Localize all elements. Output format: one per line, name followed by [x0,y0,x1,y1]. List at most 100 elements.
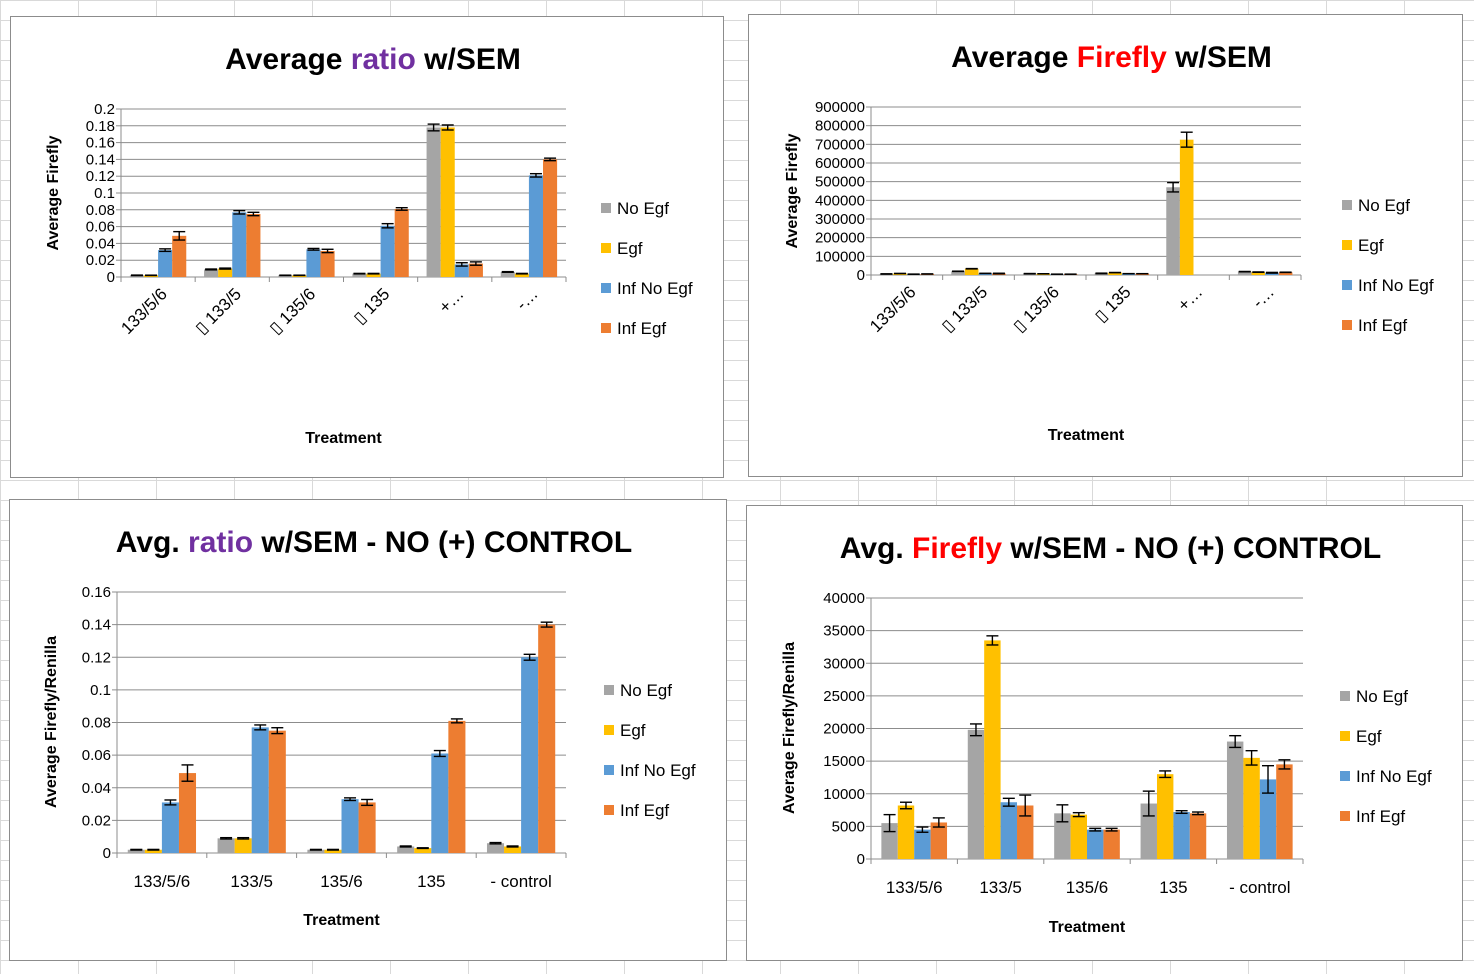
y-tick-label: 0 [107,269,115,286]
y-axis-title: Average Firefly/Renilla [43,636,60,808]
x-category-label: 133/5 [979,878,1022,897]
legend-swatch [601,243,611,253]
bar [468,263,483,277]
bar [268,730,286,853]
bar [1276,764,1293,859]
bar [306,249,321,277]
bar [394,208,409,277]
x-category-label: 135 [417,872,445,891]
chart-panel-firefly-no-control[interactable]: Avg. Firefly w/SEM - NO (+) CONTROL 0 5000… [746,505,1463,961]
bar [1179,139,1194,275]
y-tick-label: 0.1 [90,682,111,699]
legend-label: Inf Egf [1358,316,1407,335]
x-category-label: - control [490,872,551,891]
chart-title-part: w/SEM - NO (+) CONTROL [1002,532,1381,565]
y-tick-label: 600000 [815,155,865,172]
bar [1054,813,1071,859]
y-tick-label: 500000 [815,174,865,191]
bar [426,127,441,277]
chart-title: Average Firefly w/SEM [951,41,1272,74]
bar [1017,805,1034,859]
chart-svg-ratio: Average ratio w/SEM00.020.040.060.080.10… [45,43,693,447]
bar [1103,829,1120,859]
x-category-label: 133/5/6 [866,282,920,336]
bar [454,264,469,277]
bar [144,849,162,853]
y-tick-label: 15000 [823,753,865,770]
legend-label: Inf Egf [620,801,669,820]
bar [1251,272,1266,275]
bar [431,753,449,853]
legend-label: No Egf [620,681,672,700]
bar [178,773,197,853]
bar [514,273,529,277]
y-tick-label: 0.04 [82,780,111,797]
bar [1265,272,1279,275]
legend-label: No Egf [617,199,669,218]
chart-title-part: w/SEM [1167,41,1272,74]
y-tick-label: 0 [103,845,111,862]
chart-title-part: Avg. [840,532,912,565]
chart-title-part: Firefly [912,532,1002,565]
chart-title-part: ratio [188,526,253,559]
y-tick-label: 0.02 [82,812,111,829]
y-tick-label: 300000 [815,211,865,228]
bar [380,225,395,277]
y-tick-label: 0.14 [82,617,111,634]
chart-panel-ratio[interactable]: Average ratio w/SEM 0 0.02 0.04 0.06 0.08 0.1 0… [10,16,724,478]
bar [1226,741,1244,859]
y-tick-label: 0 [857,851,865,868]
x-category-label: 133/5 [230,872,273,891]
y-tick-label: 5000 [832,818,865,835]
bar [448,720,466,853]
y-tick-label: 0.1 [94,185,115,202]
bar [366,273,381,277]
legend-label: Inf No Egf [1358,276,1434,295]
y-axis-title: Average Firefly/Renilla [781,642,798,814]
x-axis-title: Treatment [303,912,380,929]
x-category-label: -… [512,284,541,313]
y-tick-label: 200000 [815,230,865,247]
legend-swatch [604,765,614,775]
y-tick-label: 35000 [823,623,865,640]
bar [127,849,145,853]
bar [234,838,252,853]
y-tick-label: 0 [857,267,865,284]
legend-label: No Egf [1358,196,1410,215]
bar [984,640,1001,859]
bar [1000,802,1018,859]
x-axis-title: Treatment [305,430,382,447]
y-tick-label: 0.08 [82,715,111,732]
y-tick-label: 0.2 [94,101,115,118]
legend-label: Inf No Egf [1356,767,1432,786]
bar [978,273,993,275]
y-tick-label: 0.14 [86,151,115,168]
bar [320,250,335,277]
y-tick-label: 400000 [815,192,865,209]
bar [341,799,359,853]
chart-title-part: Average [951,41,1077,74]
y-tick-label: 0.12 [82,649,111,666]
legend-swatch [1342,240,1352,250]
bar [158,250,173,277]
bar [967,729,985,859]
legend-swatch [1342,200,1352,210]
bar [1166,187,1180,275]
chart-panel-ratio-no-control[interactable]: Avg. ratio w/SEM - NO (+) CONTROL 0 0.02 0.… [9,499,727,961]
x-category-label: 133/5/6 [134,872,191,891]
chart-panel-firefly[interactable]: Average Firefly w/SEM 0 100000 200000 300000… [748,14,1463,477]
legend-swatch [1340,731,1350,741]
legend-swatch [1342,320,1352,330]
y-tick-label: 20000 [823,721,865,738]
legend-label: Inf No Egf [617,279,693,298]
chart-title: Average ratio w/SEM [225,43,521,76]
y-tick-label: 25000 [823,688,865,705]
chart-title-part: w/SEM - NO (+) CONTROL [253,526,632,559]
bar [964,268,979,275]
chart-title-part: w/SEM [416,43,521,76]
chart-svg-firefly-no-control: Avg. Firefly w/SEM - NO (+) CONTROL 0 5000… [781,532,1432,936]
y-tick-label: 10000 [823,786,865,803]
bar [538,624,556,853]
bar [951,271,965,275]
